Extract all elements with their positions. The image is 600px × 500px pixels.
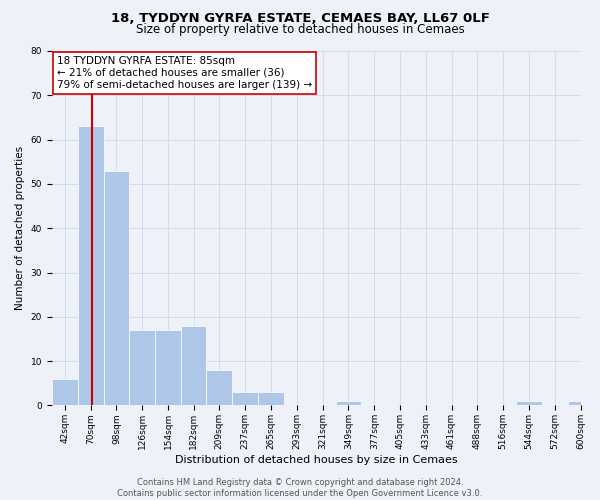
Bar	[181, 326, 206, 406]
Bar	[516, 401, 542, 406]
Text: 18, TYDDYN GYRFA ESTATE, CEMAES BAY, LL67 0LF: 18, TYDDYN GYRFA ESTATE, CEMAES BAY, LL6…	[110, 12, 490, 26]
Text: Contains HM Land Registry data © Crown copyright and database right 2024.
Contai: Contains HM Land Registry data © Crown c…	[118, 478, 482, 498]
Bar	[206, 370, 232, 406]
Bar	[104, 170, 130, 406]
Bar	[77, 126, 104, 406]
Bar	[335, 401, 361, 406]
Bar	[568, 401, 593, 406]
Bar	[130, 330, 155, 406]
Y-axis label: Number of detached properties: Number of detached properties	[15, 146, 25, 310]
Bar	[232, 392, 258, 406]
Bar	[155, 330, 181, 406]
Bar	[52, 379, 77, 406]
Text: Size of property relative to detached houses in Cemaes: Size of property relative to detached ho…	[136, 22, 464, 36]
X-axis label: Distribution of detached houses by size in Cemaes: Distribution of detached houses by size …	[175, 455, 457, 465]
Bar	[258, 392, 284, 406]
Text: 18 TYDDYN GYRFA ESTATE: 85sqm
← 21% of detached houses are smaller (36)
79% of s: 18 TYDDYN GYRFA ESTATE: 85sqm ← 21% of d…	[57, 56, 312, 90]
